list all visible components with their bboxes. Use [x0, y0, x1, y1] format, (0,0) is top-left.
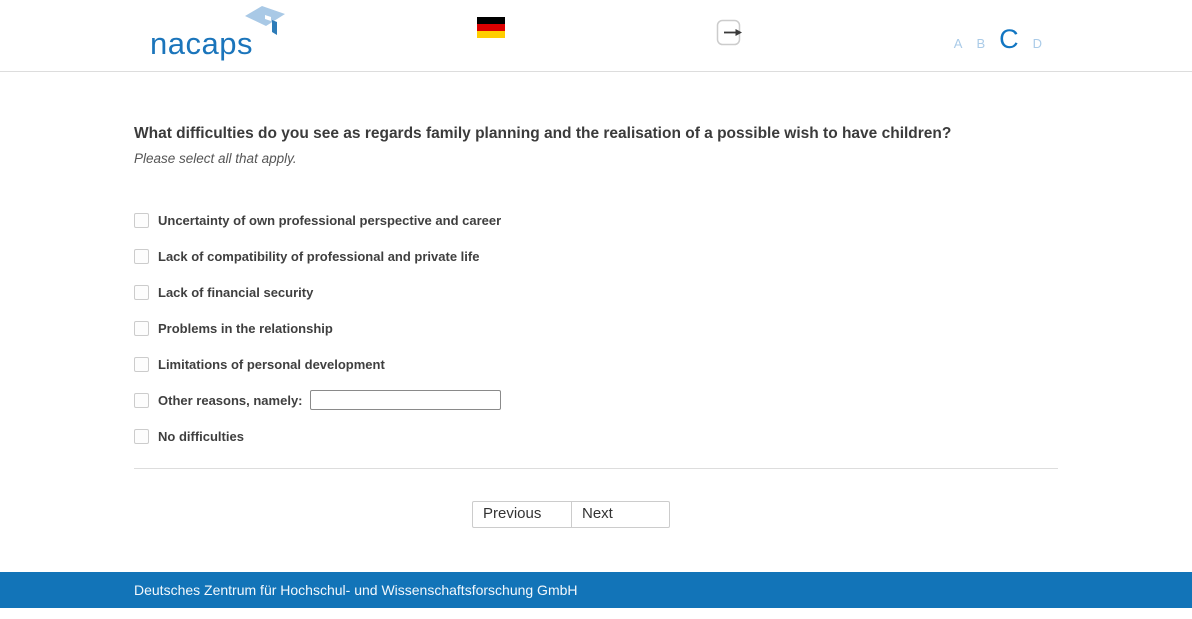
- flag-stripe-gold: [477, 31, 505, 38]
- navigation-buttons: Previous Next: [472, 501, 1058, 529]
- option-row: Uncertainty of own professional perspect…: [134, 202, 1058, 238]
- section-letter-d[interactable]: D: [1032, 36, 1042, 51]
- footer: Deutsches Zentrum für Hochschul- und Wis…: [0, 572, 1192, 608]
- option-label[interactable]: No difficulties: [158, 428, 244, 444]
- checkbox-personal-development[interactable]: [134, 356, 149, 372]
- footer-text: Deutsches Zentrum für Hochschul- und Wis…: [134, 582, 578, 598]
- next-button[interactable]: Next: [572, 501, 670, 529]
- option-row: Lack of financial security: [134, 274, 1058, 310]
- section-letter-c-active[interactable]: C: [999, 24, 1019, 54]
- header: nacaps A B C D: [0, 0, 1192, 72]
- flag-stripe-red: [477, 24, 505, 31]
- question-area: What difficulties do you see as regards …: [0, 72, 1192, 572]
- option-row: Limitations of personal development: [134, 346, 1058, 382]
- question-title: What difficulties do you see as regards …: [134, 125, 952, 142]
- question-instruction: Please select all that apply.: [134, 151, 297, 167]
- option-label[interactable]: Uncertainty of own professional perspect…: [158, 212, 502, 228]
- option-row: Other reasons, namely:: [134, 382, 1058, 418]
- other-reasons-input[interactable]: [309, 390, 501, 411]
- previous-button[interactable]: Previous: [472, 501, 572, 529]
- option-row: No difficulties: [134, 418, 1058, 454]
- checkbox-financial-security[interactable]: [134, 284, 149, 300]
- section-divider: [134, 468, 1058, 470]
- option-label[interactable]: Lack of compatibility of professional an…: [158, 248, 480, 264]
- section-progress: A B C D: [954, 0, 1042, 60]
- option-label[interactable]: Limitations of personal development: [158, 356, 385, 372]
- option-row: Problems in the relationship: [134, 310, 1058, 346]
- graduation-cap-icon: [244, 6, 287, 45]
- options-list: Uncertainty of own professional perspect…: [134, 202, 1058, 454]
- checkbox-other-reasons[interactable]: [134, 392, 149, 408]
- section-letter-b[interactable]: B: [976, 36, 986, 51]
- checkbox-uncertainty-career[interactable]: [134, 212, 149, 228]
- nacaps-logo[interactable]: nacaps: [150, 6, 287, 59]
- option-label[interactable]: Problems in the relationship: [158, 320, 333, 336]
- option-label[interactable]: Lack of financial security: [158, 284, 314, 300]
- option-row: Lack of compatibility of professional an…: [134, 238, 1058, 274]
- german-flag-icon[interactable]: [477, 17, 505, 38]
- logo-text: nacaps: [150, 26, 253, 61]
- option-label[interactable]: Other reasons, namely:: [158, 392, 303, 408]
- footer-bottom-strip: [0, 608, 1192, 619]
- checkbox-compatibility[interactable]: [134, 248, 149, 264]
- logout-icon[interactable]: [716, 19, 743, 46]
- flag-stripe-black: [477, 17, 505, 24]
- section-letter-a[interactable]: A: [953, 36, 963, 51]
- checkbox-relationship-problems[interactable]: [134, 320, 149, 336]
- checkbox-no-difficulties[interactable]: [134, 428, 149, 444]
